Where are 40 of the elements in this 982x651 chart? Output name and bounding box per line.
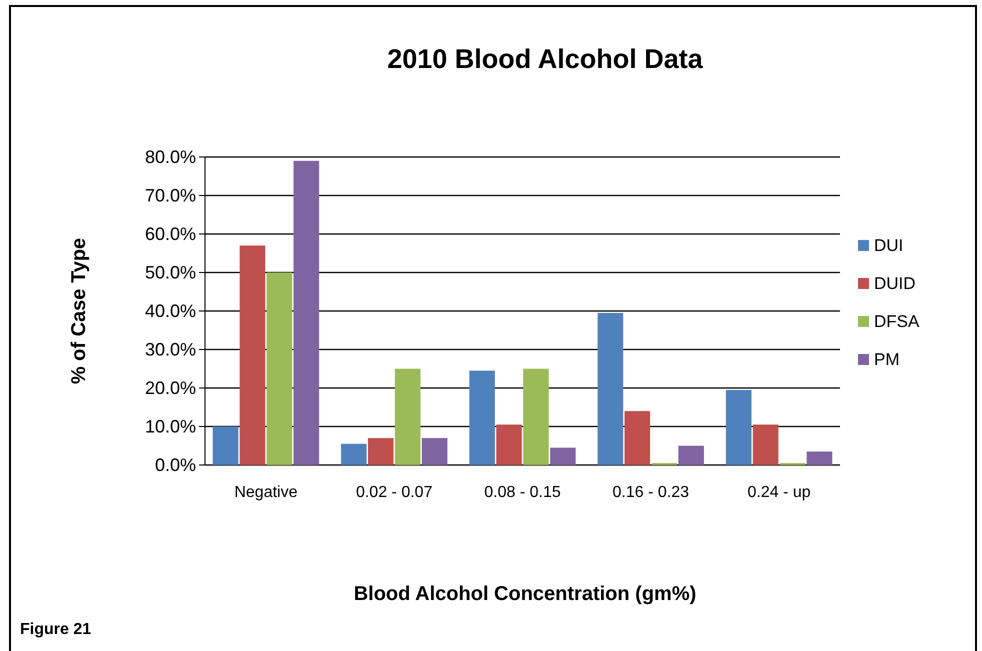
bar xyxy=(624,411,650,465)
x-axis-title: Blood Alcohol Concentration (gm%) xyxy=(354,583,696,605)
bar xyxy=(266,272,292,465)
x-tick-label: 0.02 - 0.07 xyxy=(356,484,433,501)
bar xyxy=(469,370,495,465)
bar xyxy=(550,448,576,465)
bar xyxy=(240,246,266,465)
y-tick-label: 30.0% xyxy=(144,339,196,360)
bar xyxy=(496,424,522,465)
y-tick-label: 10.0% xyxy=(144,416,196,436)
legend-label: DUI xyxy=(874,236,904,255)
bar xyxy=(752,424,778,465)
bar xyxy=(368,438,394,465)
legend-label: DFSA xyxy=(874,312,920,331)
caption: Figure 21 xyxy=(20,621,92,638)
y-tick-label: 50.0% xyxy=(144,262,196,282)
y-tick-label: 70.0% xyxy=(144,185,196,206)
y-axis-title: % of Case Type xyxy=(68,238,90,384)
bar xyxy=(726,390,752,465)
bar xyxy=(678,446,704,465)
x-tick-label: Negative xyxy=(234,484,298,501)
legend-label: DUID xyxy=(874,274,916,293)
y-tick-label: 20.0% xyxy=(144,378,196,398)
bar xyxy=(294,160,320,465)
bar xyxy=(341,444,367,465)
x-tick-label: 0.16 - 0.23 xyxy=(612,484,690,501)
x-tick-label: 0.08 - 0.15 xyxy=(484,484,561,501)
bar xyxy=(523,368,549,465)
legend-label: PM xyxy=(874,350,900,369)
bar xyxy=(422,438,448,465)
chart-title: 2010 Blood Alcohol Data xyxy=(387,44,704,74)
y-tick-label: 60.0% xyxy=(144,224,196,244)
x-tick-label: 0.24 - up xyxy=(747,484,811,501)
y-tick-label: 40.0% xyxy=(144,300,196,321)
bar xyxy=(806,452,832,465)
bar xyxy=(598,312,624,465)
y-tick-label: 0.0% xyxy=(154,454,196,475)
bar xyxy=(212,426,238,465)
bar xyxy=(394,368,420,465)
y-tick-label: 80.0% xyxy=(144,146,196,167)
